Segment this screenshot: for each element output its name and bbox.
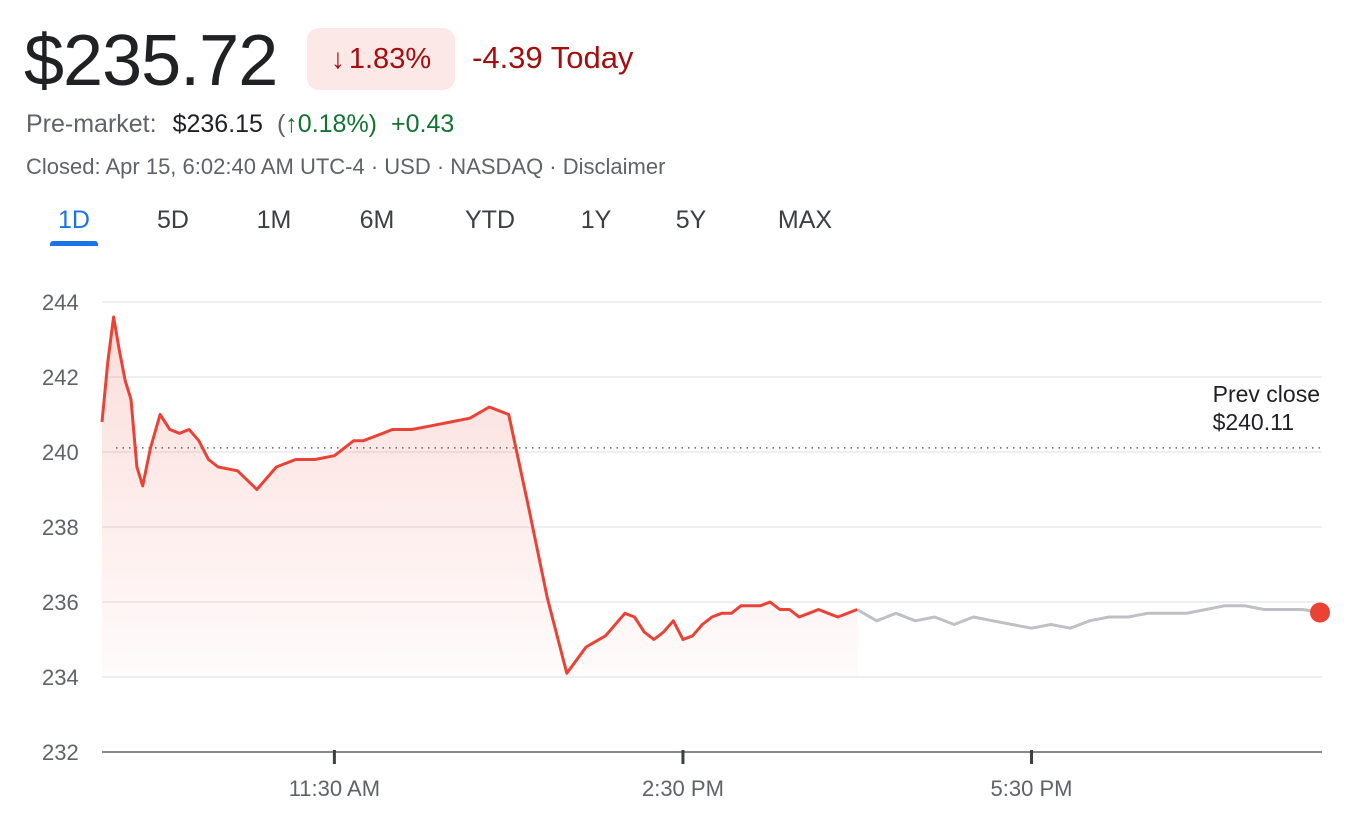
y-tick-label: 242 <box>42 365 79 390</box>
prev-close-label: Prev close <box>1213 381 1320 407</box>
price-area-fill <box>102 317 858 677</box>
y-axis-ticks: 244 242 240 238 236 234 232 <box>42 290 79 765</box>
arrow-down-icon: ↓ <box>330 43 345 74</box>
premarket-percent: (↑0.18%) <box>277 110 377 139</box>
tab-5y[interactable]: 5Y <box>675 206 707 234</box>
last-price-dot <box>1310 602 1330 623</box>
tab-max[interactable]: MAX <box>777 206 833 234</box>
change-percent: 1.83% <box>348 42 432 75</box>
y-tick-label: 244 <box>42 290 79 315</box>
premarket-change: +0.43 <box>391 110 455 138</box>
premarket-row: Pre-market: $236.15 (↑0.18%) +0.43 <box>26 110 454 139</box>
market-status-line[interactable]: Closed: Apr 15, 6:02:40 AM UTC-4 · USD ·… <box>26 154 666 179</box>
y-tick-label: 238 <box>42 515 79 540</box>
range-tabs: 1D 5D 1M 6M YTD 1Y 5Y MAX <box>0 200 900 248</box>
regular-session-line <box>100 315 858 675</box>
premarket-open-paren: ( <box>276 110 286 138</box>
tab-ytd[interactable]: YTD <box>465 206 515 234</box>
y-tick-label: 240 <box>42 440 79 465</box>
change-today: -4.39 Today <box>472 40 634 75</box>
premarket-price: $236.15 <box>172 110 263 138</box>
after-hours-line <box>856 604 1323 630</box>
y-tick-label: 236 <box>42 590 79 615</box>
prev-close-value: $240.11 <box>1213 409 1294 435</box>
tab-6m[interactable]: 6M <box>359 206 395 234</box>
x-tick-label: 11:30 AM <box>289 776 380 801</box>
y-tick-label: 232 <box>42 740 79 765</box>
x-tick-label: 5:30 PM <box>991 776 1073 801</box>
y-tick-label: 234 <box>42 665 79 690</box>
current-price: $235.72 <box>24 21 278 101</box>
premarket-label: Pre-market: <box>26 110 157 138</box>
tab-1y[interactable]: 1Y <box>580 206 612 234</box>
tab-1d[interactable]: 1D <box>58 206 90 234</box>
tab-1m[interactable]: 1M <box>256 206 292 234</box>
premarket-percent-value: 0.18%) <box>297 110 378 138</box>
x-axis-ticks: 11:30 AM 2:30 PM 5:30 PM <box>289 750 1073 801</box>
tab-5d[interactable]: 5D <box>157 206 189 234</box>
change-percent-badge: ↓ 1.83% <box>307 28 455 90</box>
active-tab-indicator <box>50 241 98 246</box>
x-tick-label: 2:30 PM <box>642 776 724 801</box>
arrow-up-icon: ↑ <box>285 110 298 138</box>
